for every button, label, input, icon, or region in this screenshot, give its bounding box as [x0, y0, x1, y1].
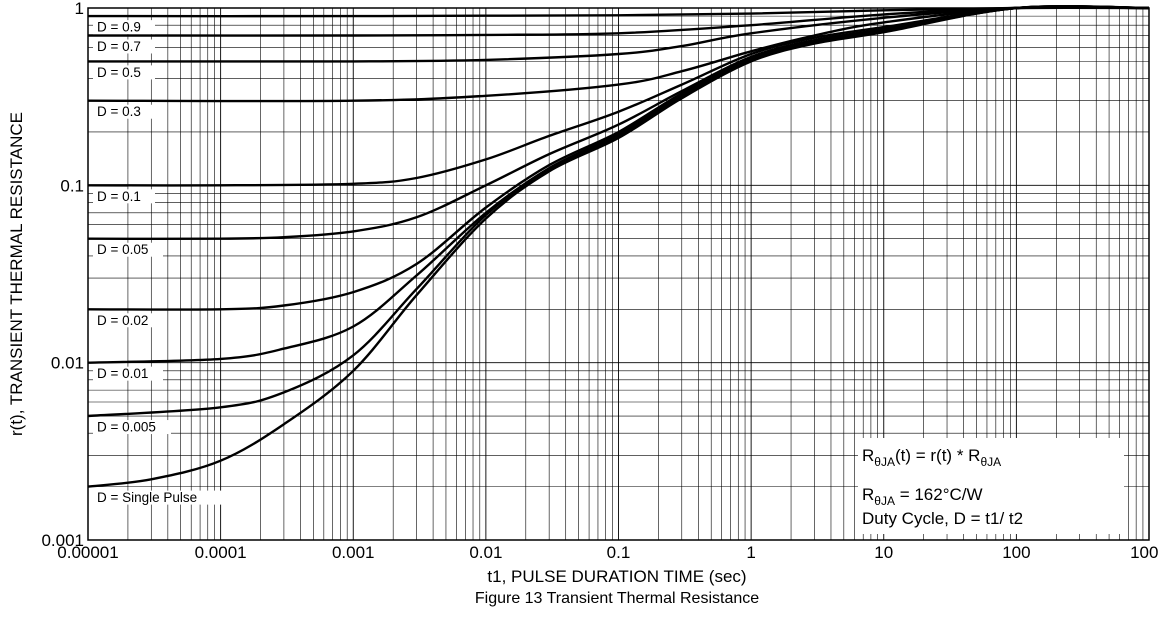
series-label-background — [93, 313, 163, 328]
series-label-background — [93, 420, 171, 435]
annotation-rest: = 162°C/W — [895, 485, 983, 504]
series-label-background — [93, 65, 155, 80]
y-tick-label: 1 — [75, 0, 84, 18]
annotation-sub: θJA — [874, 494, 895, 508]
x-tick-label: 100 — [1002, 543, 1030, 562]
figure-caption: Figure 13 Transient Thermal Resistance — [475, 590, 759, 607]
annotation-sub: θJA — [874, 455, 895, 469]
series-labels: D = 0.9 D = 0.7 D = 0.5 D = 0.3 D = 0.1 D = 0… — [93, 20, 227, 505]
series-label-background — [93, 104, 155, 119]
series-label: D = 0.9 — [97, 20, 141, 35]
y-tick-label: 0.001 — [41, 531, 84, 550]
series-label-background — [93, 366, 163, 381]
series-lines — [87, 5, 1150, 488]
x-tick-label: 0.1 — [607, 543, 631, 562]
series-label: D = 0.1 — [97, 189, 141, 204]
series-label: D = 0.005 — [97, 420, 156, 435]
y-tick-labels: 0.001 0.01 0.1 1 — [41, 0, 84, 550]
annotation-background — [858, 438, 1124, 534]
series-label: D = 0.01 — [97, 366, 148, 381]
series-label: D = 0.02 — [97, 313, 148, 328]
y-tick-label: 0.01 — [51, 354, 84, 373]
series-label-background — [93, 490, 227, 505]
x-tick-label: 0.0001 — [195, 543, 247, 562]
x-tick-label: 10 — [874, 543, 893, 562]
annotation-line-1: RθJA(t) = r(t) * RθJA — [862, 446, 1001, 469]
annotation-sub: θJA — [980, 455, 1001, 469]
x-axis-label: t1, PULSE DURATION TIME (sec) — [487, 567, 746, 586]
annotation-box: RθJA(t) = r(t) * RθJA RθJA = 162°C/W Dut… — [858, 438, 1124, 534]
series-line — [87, 5, 1150, 103]
series-label: D = 0.3 — [97, 104, 141, 119]
x-tick-label: 0.001 — [332, 543, 375, 562]
series-label-background — [93, 189, 155, 204]
annotation-line-3: Duty Cycle, D = t1/ t2 — [862, 509, 1023, 528]
y-axis-label: r(t), TRANSIENT THERMAL RESISTANCE — [7, 112, 26, 436]
series-label-background — [93, 20, 155, 35]
series-label: D = 0.05 — [97, 242, 148, 257]
annotation-line-2: RθJA = 162°C/W — [862, 485, 983, 508]
annotation-mid: (t) = r(t) * R — [895, 446, 980, 465]
series-line — [87, 5, 1150, 488]
y-tick-label: 0.1 — [60, 176, 84, 195]
series-label: D = Single Pulse — [97, 490, 197, 505]
x-tick-label: 1 — [746, 543, 755, 562]
grid — [87, 8, 1149, 541]
x-tick-label: 0.00001 — [57, 543, 118, 562]
series-label: D = 0.7 — [97, 39, 141, 54]
annotation-r: R — [862, 446, 874, 465]
series-label-background — [93, 242, 163, 257]
annotation-r: R — [862, 485, 874, 504]
series-line — [87, 5, 1150, 187]
plot-frame — [87, 7, 1150, 541]
x-tick-label: 0.01 — [469, 543, 502, 562]
series-label-background — [93, 39, 155, 54]
series-label: D = 0.5 — [97, 65, 141, 80]
